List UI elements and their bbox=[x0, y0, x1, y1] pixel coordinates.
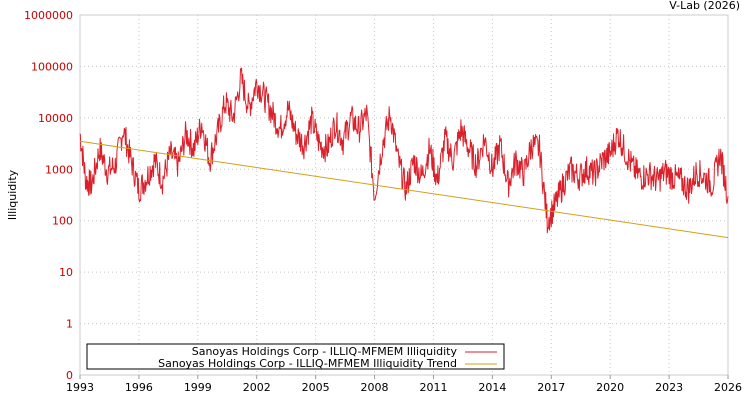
y-axis-label: Illiquidity bbox=[6, 169, 19, 220]
x-tick-label: 2017 bbox=[537, 381, 565, 394]
legend-label-trend: Sanoyas Holdings Corp - ILLIQ-MFMEM Illi… bbox=[158, 357, 457, 370]
x-tick-label: 1999 bbox=[184, 381, 212, 394]
series-layer bbox=[79, 67, 729, 239]
series-line-illiquidity bbox=[79, 67, 729, 234]
x-tick-label: 1993 bbox=[66, 381, 94, 394]
y-tick-label: 100 bbox=[52, 215, 73, 228]
y-tick-label: 10000 bbox=[38, 112, 73, 125]
source-label: V-Lab (2026) bbox=[669, 0, 740, 12]
legend-label-illiquidity: Sanoyas Holdings Corp - ILLIQ-MFMEM Illi… bbox=[192, 345, 458, 358]
legend-box bbox=[86, 343, 505, 370]
y-tick-label: 1000000 bbox=[24, 9, 73, 22]
x-tick-label: 2005 bbox=[302, 381, 330, 394]
x-tick-label: 2008 bbox=[361, 381, 389, 394]
x-tick-label: 2011 bbox=[419, 381, 447, 394]
y-tick-label: 1 bbox=[66, 318, 73, 331]
x-tick-label: 2026 bbox=[714, 381, 742, 394]
x-tick-label: 2014 bbox=[478, 381, 506, 394]
series-line-trend bbox=[79, 140, 729, 239]
x-tick-label: 2002 bbox=[243, 381, 271, 394]
x-tick-label: 1996 bbox=[125, 381, 153, 394]
x-tick-label: 2023 bbox=[655, 381, 683, 394]
grid bbox=[79, 14, 729, 376]
plot-border bbox=[79, 14, 729, 376]
y-tick-label: 100000 bbox=[31, 60, 73, 73]
y-tick-label: 10 bbox=[59, 266, 73, 279]
y-tick-label: 1000 bbox=[45, 163, 73, 176]
x-tick-label: 2020 bbox=[596, 381, 624, 394]
legend: Sanoyas Holdings Corp - ILLIQ-MFMEM Illi… bbox=[86, 343, 505, 370]
y-tick-label: 0 bbox=[66, 369, 73, 382]
axes: 1993 1996 1999 2002 2005 2008 2011 2014 2017 2020… bbox=[24, 9, 742, 394]
